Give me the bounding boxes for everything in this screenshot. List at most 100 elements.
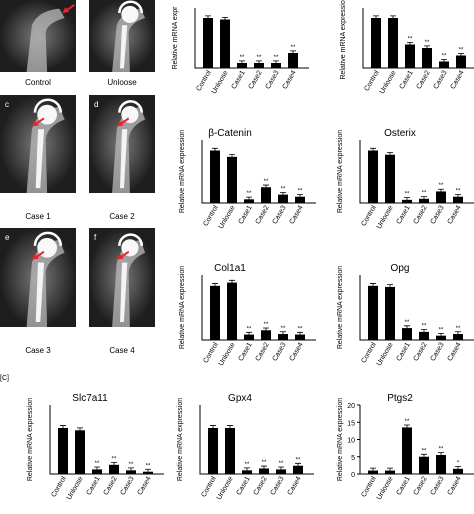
error-bar <box>77 427 83 431</box>
bar <box>109 464 119 474</box>
error-bar <box>421 453 427 457</box>
error-bar <box>404 325 410 329</box>
category-label: Case2 <box>413 475 429 496</box>
error-bar <box>239 60 245 63</box>
bar <box>295 196 305 203</box>
category-label: Unloose <box>66 475 85 501</box>
significance-marker: ** <box>405 192 410 198</box>
bar-chart-3: ControlUnloose**Case1**Case2**Case3**Cas… <box>337 130 474 230</box>
category-label: Case2 <box>416 69 432 90</box>
error-bar <box>455 466 461 469</box>
error-bar <box>455 194 461 197</box>
error-bar <box>404 197 410 200</box>
bar <box>126 470 136 474</box>
bar <box>92 469 102 474</box>
bar <box>436 455 446 474</box>
category-label: Case4 <box>450 69 466 90</box>
significance-marker: ** <box>146 463 151 469</box>
error-bar <box>290 50 296 53</box>
category-label: Control <box>360 204 378 227</box>
chart-title: Slc7a11 <box>72 393 108 404</box>
y-axis-label: Relative mRNA expr <box>172 6 179 70</box>
error-bar <box>458 53 464 56</box>
category-label: Case3 <box>265 69 281 90</box>
bar <box>385 154 395 203</box>
bar <box>143 471 153 474</box>
bar <box>388 18 398 68</box>
xray-image-0 <box>0 0 76 72</box>
bar <box>261 187 271 203</box>
category-label: Case3 <box>430 341 446 362</box>
category-label: Case4 <box>289 204 305 225</box>
bar <box>453 468 463 474</box>
error-bar <box>387 467 393 471</box>
significance-marker: ** <box>439 327 444 333</box>
error-bar <box>60 425 66 428</box>
error-bar <box>212 283 218 286</box>
error-bar <box>205 15 211 18</box>
error-bar <box>261 465 267 469</box>
error-bar <box>297 194 303 197</box>
panel-letter-c: [C] <box>0 375 9 382</box>
category-label: Unloose <box>376 341 395 367</box>
bar <box>419 198 429 203</box>
category-label: Case2 <box>255 341 271 362</box>
category-label: Case2 <box>103 475 119 496</box>
error-bar <box>256 60 262 63</box>
significance-marker: ** <box>422 448 427 454</box>
category-label: Case3 <box>430 204 446 225</box>
category-label: Unloose <box>379 69 398 95</box>
y-axis-label: Relative mRNA expression <box>340 0 347 80</box>
error-bar <box>229 154 235 157</box>
error-bar <box>280 191 286 195</box>
bar <box>419 456 429 474</box>
y-tick-label: 20 <box>347 403 355 410</box>
significance-marker: ** <box>298 326 303 332</box>
category-label: Case1 <box>396 341 412 362</box>
significance-marker: ** <box>456 326 461 332</box>
significance-marker: ** <box>439 447 444 453</box>
chart-title: Col1a1 <box>214 263 246 274</box>
y-axis-label: Relative mRNA expression <box>27 398 34 481</box>
category-label: Unloose <box>376 204 395 230</box>
error-bar <box>210 425 216 428</box>
significance-marker: ** <box>281 326 286 332</box>
error-bar <box>246 331 252 335</box>
category-label: Case3 <box>272 341 288 362</box>
bar <box>227 282 237 340</box>
error-bar <box>387 152 393 155</box>
significance-marker: ** <box>422 191 427 197</box>
error-bar <box>297 331 303 335</box>
significance-marker: ** <box>129 462 134 468</box>
error-bar <box>273 60 279 63</box>
bar <box>371 18 381 68</box>
y-tick-label: 5 <box>351 455 355 462</box>
xray-image-4: e <box>0 228 76 327</box>
y-axis-label: Relative mRNA expression <box>337 130 344 213</box>
significance-marker: ** <box>459 47 464 53</box>
error-bar <box>404 424 410 428</box>
bar <box>293 465 303 474</box>
category-label: Case1 <box>236 475 252 496</box>
category-label: Case1 <box>238 204 254 225</box>
y-axis-label: Relative mRNA expression <box>177 398 184 481</box>
xray-panel-letter: d <box>94 100 99 109</box>
error-bar <box>455 331 461 335</box>
category-label: Case3 <box>272 204 288 225</box>
significance-marker: ** <box>257 55 262 61</box>
significance-marker: ** <box>240 55 245 61</box>
error-bar <box>370 283 376 286</box>
xray-panel-letter: e <box>5 233 10 242</box>
bar <box>368 470 378 474</box>
significance-marker: ** <box>245 462 250 468</box>
bar <box>405 44 415 68</box>
significance-marker: ** <box>264 322 269 328</box>
xray-label: Unloose <box>107 78 137 87</box>
significance-marker: ** <box>262 460 267 466</box>
error-bar <box>244 467 250 471</box>
chart-title: Osterix <box>384 128 416 139</box>
xray-image-5: f <box>89 228 155 327</box>
xray-image-1 <box>89 0 155 72</box>
category-label: Case1 <box>86 475 102 496</box>
